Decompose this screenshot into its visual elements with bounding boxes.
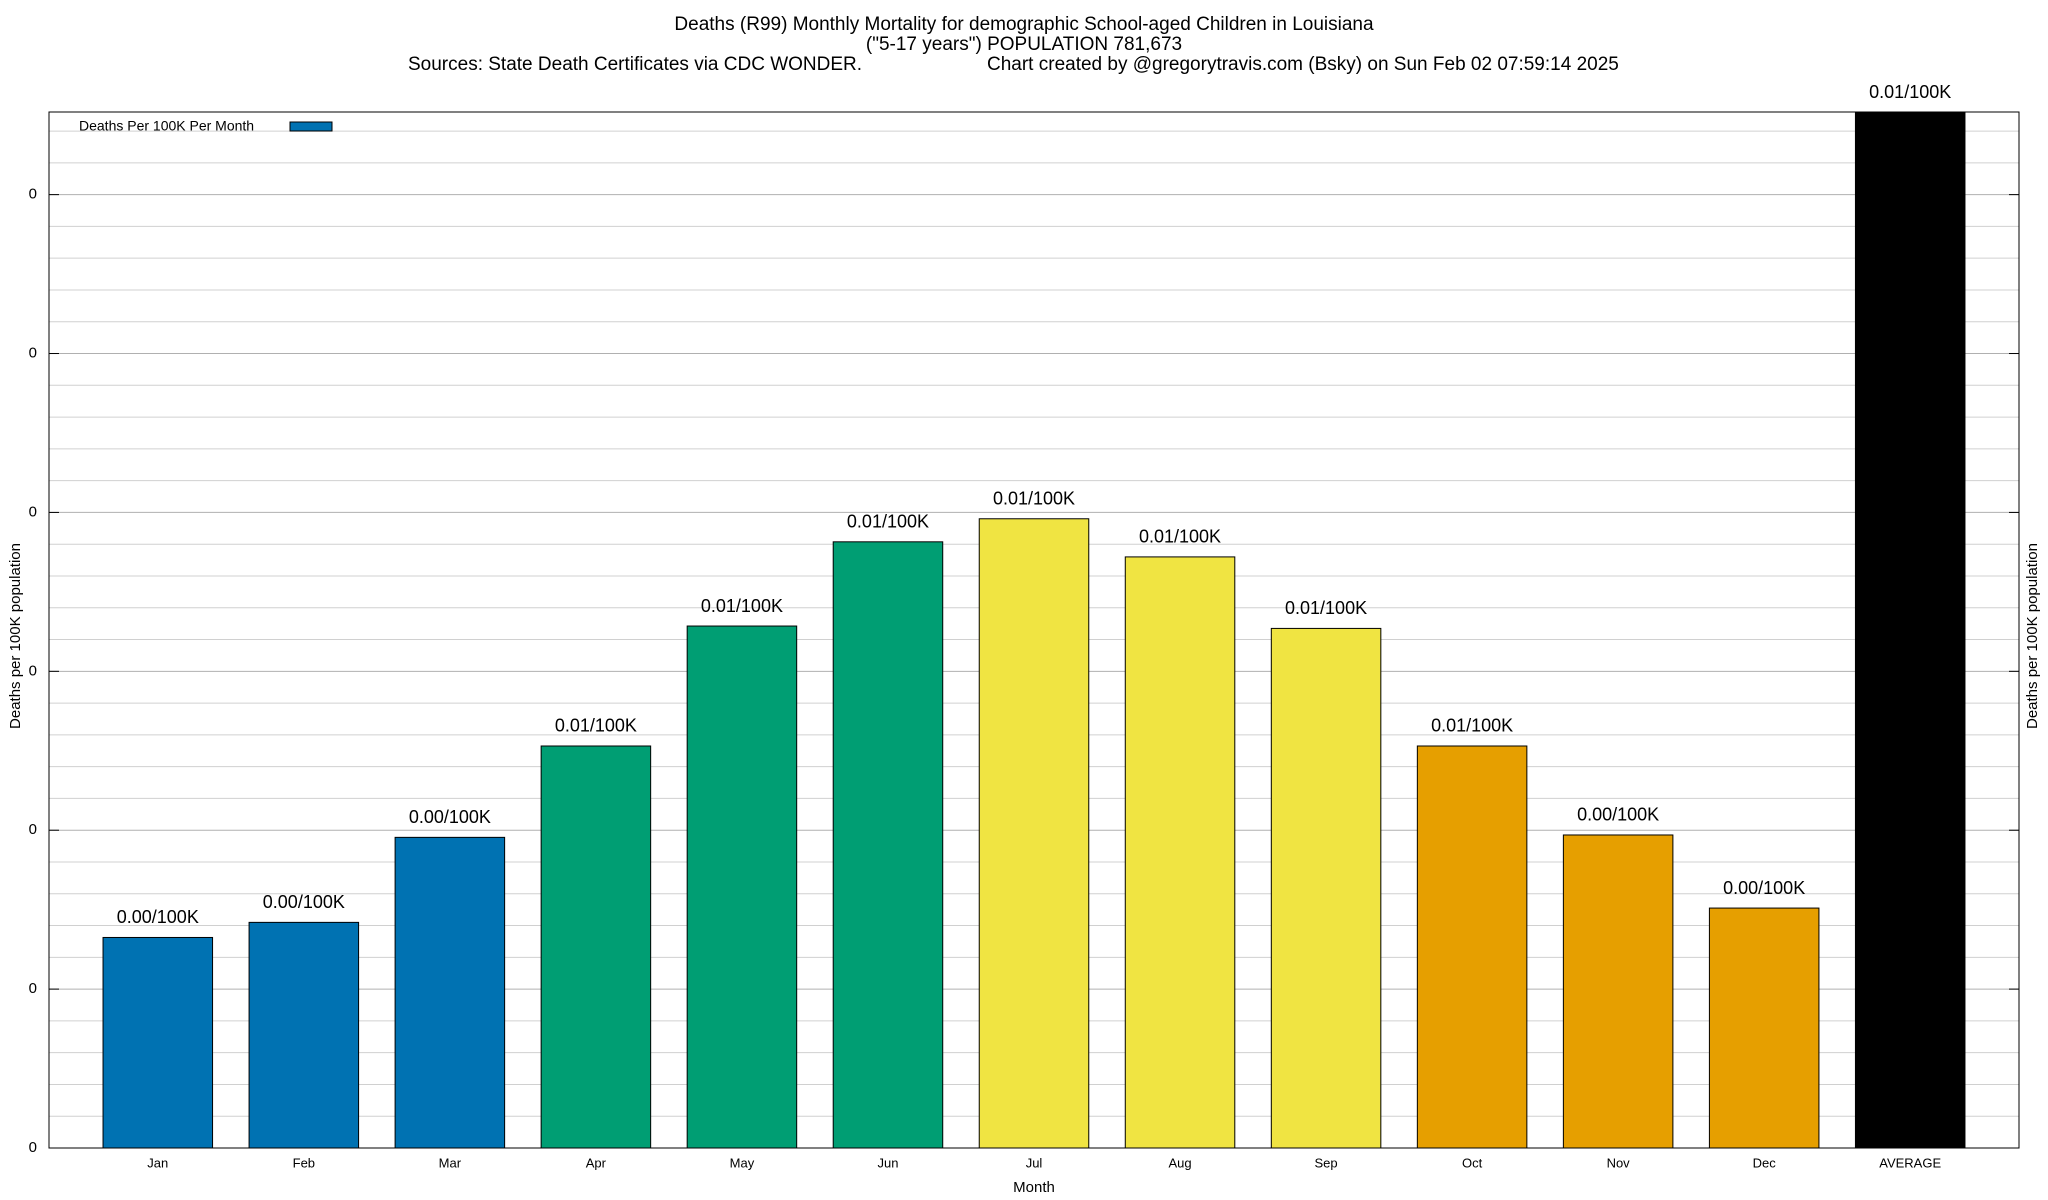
y-tick-label: 0 (29, 821, 37, 838)
credit: Chart created by @gregorytravis.com (Bsk… (987, 54, 1619, 75)
plot-border (48, 111, 2020, 1149)
y-tick-label: 0 (29, 980, 37, 997)
value-label: 0.00/100K (409, 807, 491, 827)
y-axis-label: Deaths per 100K population (7, 543, 24, 729)
x-tick-label: Feb (293, 1155, 315, 1170)
x-tick-label: May (730, 1155, 755, 1170)
x-tick-label: Nov (1607, 1155, 1631, 1170)
sources: Sources: State Death Certificates via CD… (408, 54, 862, 75)
x-tick-label: Jul (1026, 1155, 1043, 1170)
x-tick-label: AVERAGE (1879, 1155, 1941, 1170)
bar (248, 921, 360, 1148)
x-tick-label: Aug (1168, 1155, 1191, 1170)
y-tick-label: 0 (29, 503, 37, 520)
bar (1270, 627, 1382, 1148)
y-tick-label: 0 (29, 662, 37, 679)
value-label: 0.00/100K (1577, 805, 1659, 825)
x-tick-label: Jun (877, 1155, 898, 1170)
value-label: 0.01/100K (847, 512, 929, 532)
y-tick-label: 0 (29, 186, 37, 203)
y-tick-label: 0 (29, 344, 37, 361)
bars (102, 112, 1966, 1148)
bar (978, 518, 1090, 1148)
value-label: 0.01/100K (1139, 527, 1221, 547)
x-tick-label: Sep (1314, 1155, 1337, 1170)
x-axis-label: Month (1013, 1179, 1055, 1196)
bar (1416, 745, 1528, 1148)
value-label: 0.01/100K (993, 489, 1075, 509)
legend-label: Deaths Per 100K Per Month (79, 118, 254, 134)
bar (832, 541, 944, 1148)
value-label: 0.00/100K (263, 892, 345, 912)
x-tick-label: Jan (147, 1155, 168, 1170)
bar (1854, 112, 1966, 1148)
value-label: 0.00/100K (117, 907, 199, 927)
bar (1562, 834, 1674, 1148)
x-tick-label: Apr (586, 1155, 607, 1170)
y-tick-label: 0 (29, 1139, 37, 1156)
y2-axis-label: Deaths per 100K population (2024, 543, 2041, 729)
x-tick-label: Dec (1753, 1155, 1777, 1170)
bar (686, 625, 798, 1148)
bar (102, 936, 214, 1148)
value-label: 0.01/100K (701, 596, 783, 616)
bar (1708, 907, 1820, 1148)
value-label: 0.01/100K (1285, 598, 1367, 618)
legend-swatch (289, 121, 333, 132)
chart-title: Deaths (R99) Monthly Mortality for demog… (674, 14, 1374, 35)
value-label: 0.01/100K (1869, 82, 1951, 102)
x-tick-label: Oct (1462, 1155, 1483, 1170)
value-label: 0.01/100K (1431, 716, 1513, 736)
chart-subtitle: ("5-17 years") POPULATION 781,673 (866, 34, 1182, 55)
legend: Deaths Per 100K Per Month (79, 118, 333, 134)
value-label: 0.00/100K (1723, 878, 1805, 898)
bar (394, 836, 506, 1148)
bar (1124, 556, 1236, 1148)
labels: 0 0 0 0 0 0 0 Jan Feb Mar Apr May Jun Jul Aug Sep Oct Nov… (29, 82, 1952, 1171)
x-tick-label: Mar (439, 1155, 462, 1170)
bar (540, 745, 652, 1148)
value-label: 0.01/100K (555, 716, 637, 736)
